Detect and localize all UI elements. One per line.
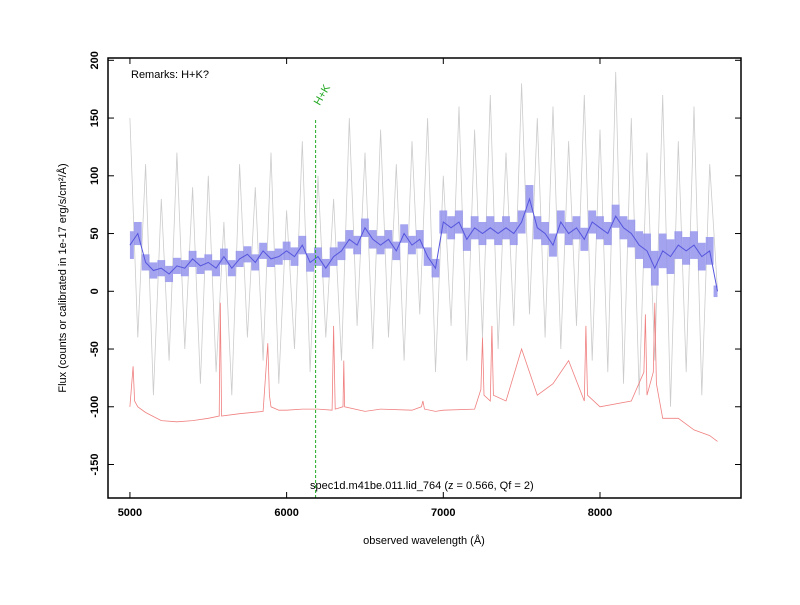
x-tick-label: 5000 <box>118 507 142 519</box>
annotation: spec1d.m41be.011.lid_764 (z = 0.566, Qf … <box>310 480 534 492</box>
plot-frame <box>107 57 742 499</box>
remarks: Remarks: H+K? <box>131 69 209 81</box>
y-tick-label: 100 <box>89 167 101 185</box>
series-line <box>129 197 718 292</box>
y-tick-label: -100 <box>89 396 101 418</box>
y-tick-label: -150 <box>89 453 101 475</box>
y-tick-label: -50 <box>89 341 101 357</box>
series-line <box>129 302 718 442</box>
y-tick-label: 0 <box>89 288 101 294</box>
error-band <box>713 285 718 298</box>
y-axis-label: Flux (counts or calibrated in 1e-17 erg/… <box>56 163 69 392</box>
error-band <box>129 231 134 259</box>
x-tick-label: 7000 <box>431 507 455 519</box>
y-tick-label: 50 <box>89 227 101 239</box>
x-tick-label: 8000 <box>588 507 612 519</box>
x-axis-label: observed wavelength (Å) <box>363 534 485 547</box>
x-tick-label: 6000 <box>274 507 298 519</box>
y-tick-label: 200 <box>89 51 101 69</box>
y-tick-label: 150 <box>89 109 101 127</box>
